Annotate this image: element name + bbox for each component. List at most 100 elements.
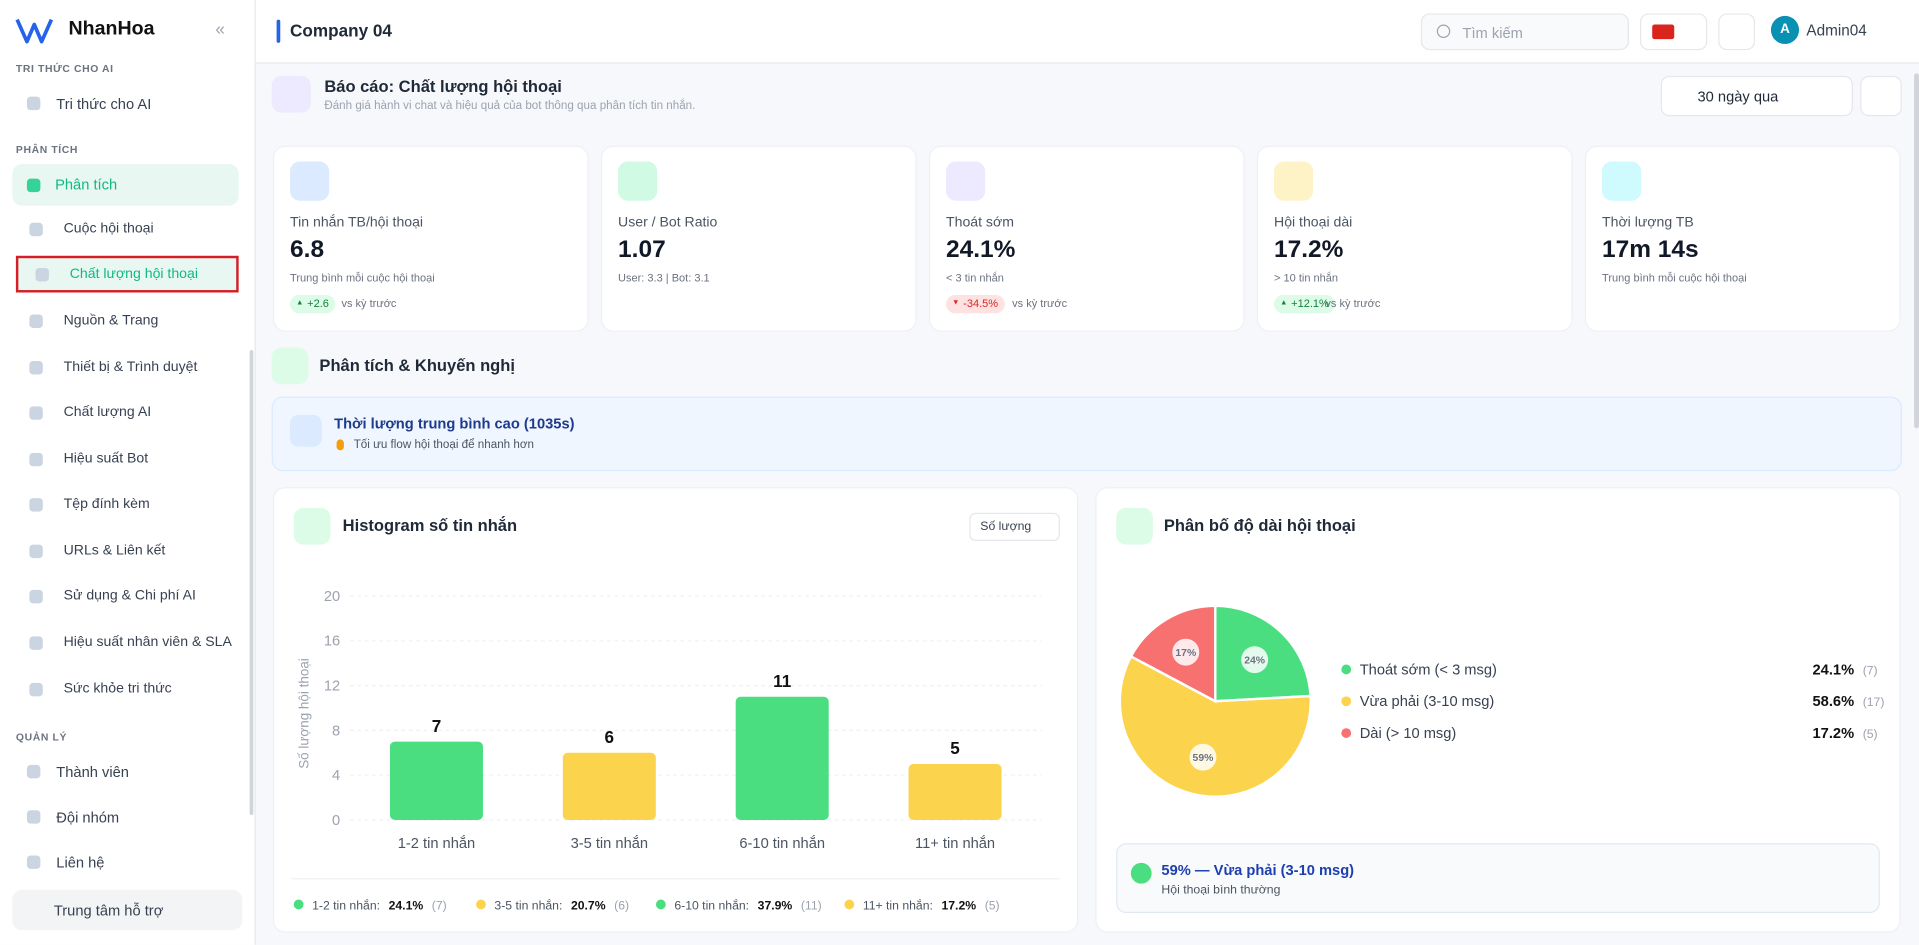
support-button[interactable]: Trung tâm hỗ trợ <box>12 889 243 931</box>
legend-count: (7) <box>1863 663 1878 677</box>
y-tick-label: 0 <box>332 813 340 829</box>
avatar: A <box>1770 15 1800 45</box>
report-subtitle: Đánh giá hành vi chat và hiệu quả của bo… <box>324 99 696 113</box>
kpi-value: 24.1% <box>946 236 1016 264</box>
bar <box>735 696 829 820</box>
legend-dot <box>293 899 304 910</box>
legend-entry: 1-2 tin nhắn: 24.1% (7) <box>312 897 447 912</box>
bar <box>562 752 656 820</box>
nav-label: Cuộc hội thoại <box>63 221 154 237</box>
collapse-button[interactable]: « <box>215 18 225 38</box>
nav-item[interactable]: Chất lượng hội thoại <box>15 255 239 293</box>
kpi-compare: vs kỳ trước <box>1325 297 1381 310</box>
kpi-card: Thoát sớm 24.1% < 3 tin nhắn ▼ -34.5% vs kỳ t… <box>928 145 1245 332</box>
nav-icon <box>29 452 43 467</box>
legend-label: Dài (> 10 msg) <box>1360 726 1457 742</box>
nav-item[interactable]: Nguồn & Trang <box>12 307 238 336</box>
kpi-label: Thời lượng TB <box>1602 215 1694 231</box>
kpi-value: 17.2% <box>1274 236 1344 264</box>
nav-item[interactable]: Sử dụng & Chi phí AI <box>12 583 238 612</box>
nav-item[interactable]: Đội nhóm <box>12 803 238 832</box>
search-box[interactable]: Tìm kiếm <box>1420 13 1629 51</box>
y-axis-label: Số lượng hội thoại <box>296 658 311 769</box>
kpi-note: > 10 tin nhắn <box>1274 271 1339 284</box>
legend-label: 1-2 tin nhắn: <box>312 897 380 912</box>
legend-share: 24.1% <box>389 898 424 912</box>
nav-item[interactable]: Sức khỏe tri thức <box>12 676 238 705</box>
chart-selector[interactable]: Số lượng <box>969 512 1060 541</box>
slice-label: 24% <box>1244 655 1265 666</box>
section-title: TRI THỨC CHO AI <box>15 62 114 75</box>
nav-icon <box>29 361 43 375</box>
x-tick-label: 11+ tin nhắn <box>915 835 995 852</box>
insight-tip-icon <box>336 439 344 451</box>
scrollbar <box>249 350 254 816</box>
nav-item[interactable]: Tệp đính kèm <box>12 491 238 520</box>
legend-label: 3-5 tin nhắn: <box>494 897 562 912</box>
slice-label-bg <box>1241 646 1269 674</box>
kpi-note: Trung bình mỗi cuộc hội thoại <box>290 271 435 284</box>
nav-label: Chất lượng hội thoại <box>69 266 198 282</box>
date-range-label: 30 ngày qua <box>1697 88 1779 106</box>
nav-item[interactable]: URLs & Liên kết <box>12 537 238 566</box>
legend-count: (17) <box>1863 695 1885 709</box>
language-select[interactable] <box>1639 13 1708 51</box>
section-title: Phân tích & Khuyến nghị <box>319 356 515 375</box>
insight-tip: Tối ưu flow hội thoại để nhanh hơn <box>353 438 534 452</box>
insight-title: Thời lượng trung bình cao (1035s) <box>334 414 575 433</box>
section-title: PHÂN TÍCH <box>15 143 79 156</box>
chart-icon <box>1116 507 1153 545</box>
y-tick-label: 8 <box>332 723 340 739</box>
legend-share: 37.9% <box>758 898 793 912</box>
page-scrollbar <box>1914 73 1919 429</box>
sidebar: « TRI THỨC CHO AI Tri thức cho AI PHÂN TÍCH… <box>0 0 256 945</box>
kpi-label: Tin nhắn TB/hội thoại <box>290 215 424 231</box>
chart: 0 4 8 12 16 20 Số lượng hội thoại 7 1-2 tin nhắn… <box>291 589 1060 912</box>
kpi-card: Hội thoại dài 17.2% > 10 tin nhắn ▲ +12.1% vs… <box>1256 145 1573 332</box>
refresh-button[interactable] <box>1860 75 1902 117</box>
section-title: QUẢN LÝ <box>15 730 68 743</box>
user-menu[interactable]: A Admin04 <box>1768 13 1903 47</box>
legend-value: 24.1% <box>1813 662 1855 678</box>
kpi-note: < 3 tin nhắn <box>946 271 1004 284</box>
legend-share: 17.2% <box>941 898 976 912</box>
kpi-badge: ▲ +12.1% <box>1274 294 1335 314</box>
summary-title: 59% — Vừa phải (3-10 msg) <box>1161 861 1355 879</box>
kpi-badge: ▲ +2.6 <box>290 294 336 314</box>
nav-item[interactable]: Thiết bị & Trình duyệt <box>12 354 238 383</box>
nav-icon <box>26 178 41 193</box>
nav-label: Thiết bị & Trình duyệt <box>63 359 198 375</box>
nav-item[interactable]: Thành viên <box>12 758 238 787</box>
legend-label: 6-10 tin nhắn: <box>674 897 749 912</box>
legend-entry: 6-10 tin nhắn: 37.9% (11) <box>674 897 821 912</box>
search-icon <box>1436 24 1451 38</box>
nav-item[interactable]: Hiệu suất nhân viên & SLA <box>12 629 238 658</box>
nav-item[interactable]: Chất lượng AI <box>12 399 238 428</box>
nav-icon <box>29 222 43 237</box>
legend-dot <box>655 899 666 910</box>
legend-count: (11) <box>801 898 822 912</box>
kpi-value: 17m 14s <box>1602 236 1699 264</box>
nav-item[interactable]: Liên hệ <box>12 848 238 877</box>
accent-bar <box>276 19 281 43</box>
kpi-icon <box>290 161 330 201</box>
legend-value: 58.6% <box>1813 694 1855 710</box>
nav-item[interactable]: Tri thức cho AI <box>12 89 238 118</box>
kpi-badge: ▼ -34.5% <box>946 294 1005 314</box>
date-range[interactable]: 30 ngày qua <box>1660 75 1853 117</box>
chart-card: Phân bố độ dài hội thoại 24% Thoát sớm (< … <box>1095 487 1901 933</box>
badge-arrow: ▲ <box>1280 299 1288 308</box>
nav-label: Phân tích <box>55 176 118 194</box>
kpi-compare: vs kỳ trước <box>1012 297 1068 310</box>
nav-group[interactable]: Phân tích <box>12 163 239 206</box>
legend-dot <box>1341 728 1352 738</box>
kpi-icon <box>1274 161 1314 201</box>
bell-button[interactable] <box>1718 13 1756 51</box>
chart-title: Phân bố độ dài hội thoại <box>1163 516 1356 535</box>
badge-text: +2.6 <box>307 297 329 310</box>
nav-item[interactable]: Hiệu suất Bot <box>12 445 238 474</box>
nav-label: Liên hệ <box>56 854 105 872</box>
data-label: 11 <box>773 671 792 691</box>
nav-item[interactable]: Cuộc hội thoại <box>12 215 238 244</box>
